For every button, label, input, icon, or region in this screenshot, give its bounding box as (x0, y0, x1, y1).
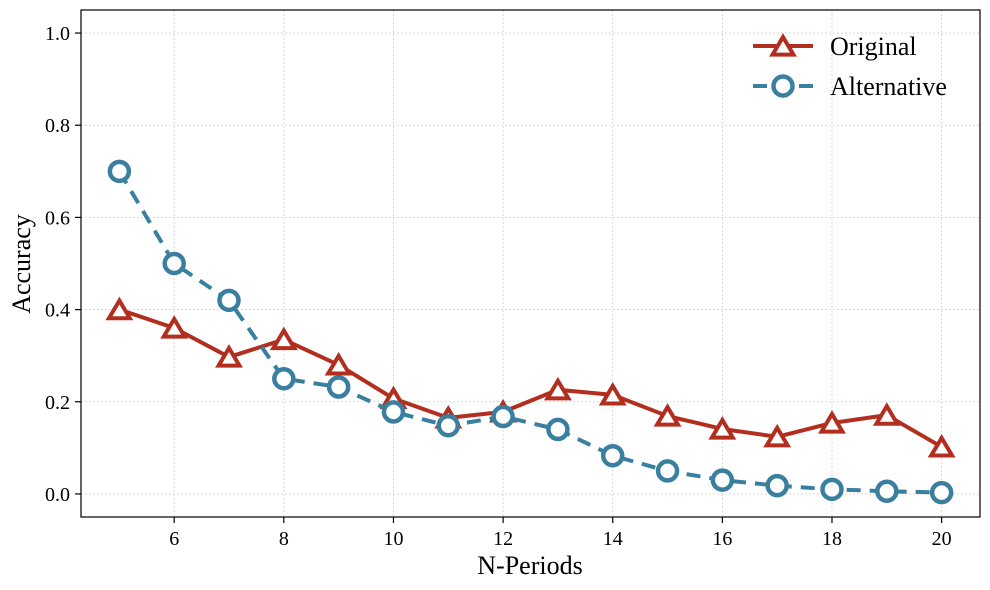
data-point-alternative (875, 479, 899, 503)
data-point-alternative (820, 477, 844, 502)
data-point-original (215, 344, 243, 368)
data-point-original (708, 416, 737, 440)
y-tick-label: 0.4 (45, 300, 70, 322)
data-point-original (543, 376, 572, 401)
data-point-alternative (929, 480, 954, 505)
y-tick-label: 1.0 (45, 23, 70, 45)
data-point-alternative (162, 251, 186, 276)
data-point-alternative (217, 288, 241, 313)
series-line-original (117, 307, 944, 449)
y-tick-label: 0.8 (45, 115, 70, 137)
x-axis-title: N-Periods (477, 551, 582, 580)
data-point-alternative (107, 159, 132, 184)
data-point-original (269, 326, 298, 351)
x-tick-label: 8 (279, 528, 289, 550)
data-point-alternative (381, 400, 406, 424)
data-point-alternative (546, 417, 570, 442)
x-tick-label: 10 (383, 528, 403, 550)
x-tick-label: 6 (169, 528, 179, 550)
x-tick-label: 16 (712, 528, 732, 550)
x-tick-label: 12 (493, 528, 513, 550)
data-point-alternative (600, 443, 625, 468)
data-point-original (653, 403, 682, 427)
x-tick-label: 18 (822, 528, 842, 550)
tick-layer: 6 8 10 12 14 16 18 20 0.0 0.2 0.4 0.6 0.8 1.0 (45, 23, 952, 550)
legend-label-alternative: Alternative (830, 72, 947, 101)
series-original (105, 296, 956, 458)
legend-marker-original (769, 33, 797, 57)
data-point-alternative (491, 404, 515, 429)
data-point-original (818, 410, 846, 434)
data-point-alternative (272, 366, 296, 391)
data-point-original (105, 296, 134, 321)
y-tick-label: 0.6 (45, 207, 70, 229)
data-point-alternative (436, 413, 461, 438)
data-point-alternative (655, 459, 680, 483)
legend-label-original: Original (830, 32, 917, 61)
data-point-original (324, 351, 353, 376)
legend-entry-original: Original (753, 32, 917, 61)
data-point-original (598, 381, 627, 406)
y-axis-title: Accuracy (7, 214, 36, 314)
data-point-original (927, 434, 956, 458)
legend-entry-alternative: Alternative (753, 72, 947, 101)
legend: Original Alternative (753, 32, 947, 101)
data-point-original (160, 315, 189, 339)
data-point-alternative (326, 375, 351, 399)
data-point-alternative (765, 473, 789, 498)
x-tick-label: 14 (603, 528, 623, 550)
plot-area-frame (80, 9, 981, 518)
data-point-alternative (710, 468, 735, 492)
series-line-alternative (117, 170, 942, 495)
data-point-original (763, 423, 792, 448)
y-tick-label: 0.0 (45, 484, 70, 506)
x-tick-label: 20 (932, 528, 952, 550)
y-tick-label: 0.2 (45, 392, 70, 414)
legend-marker-alternative (771, 74, 795, 98)
data-point-original (872, 402, 901, 426)
series-layer (105, 159, 956, 505)
series-alternative (107, 159, 954, 505)
